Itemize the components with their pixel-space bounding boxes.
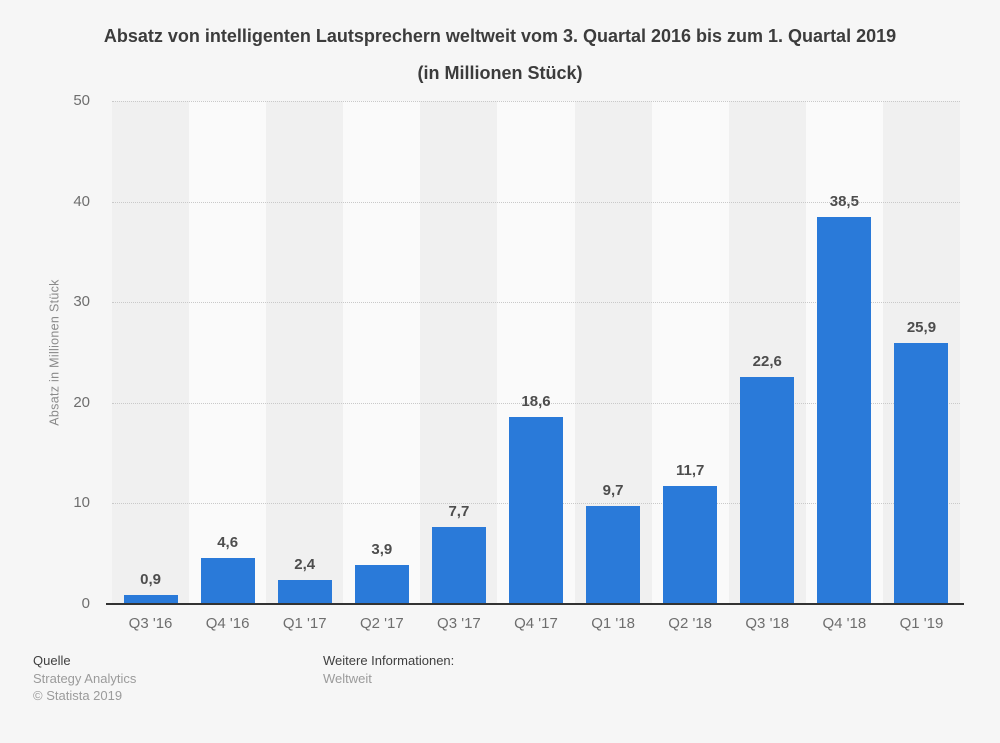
gridline [112,302,960,304]
y-axis-tick-labels: 0 10 20 30 40 50 [0,93,90,612]
plot-area: 0,9 4,6 2,4 3,9 7,7 18,6 9,7 11,7 22,6 38,5 25,9 [112,101,960,604]
x-tick-label: Q3 '18 [745,615,790,632]
x-tick-label: Q3 '16 [128,615,173,632]
bar-Q1 '18 [586,506,641,604]
bar-value-label: 9,7 [602,482,624,500]
plot-band [112,101,190,604]
plot-band [343,101,421,604]
bar-value-label: 0,9 [140,570,161,588]
x-tick-label: Q1 '17 [282,615,327,632]
plot-band [266,101,344,604]
bar-value-label: 2,4 [294,555,316,573]
y-tick-label: 10 [73,494,90,512]
bar-value-label: 25,9 [906,319,937,337]
bar-Q4 '18 [817,216,872,604]
bar-Q1 '17 [277,579,332,604]
y-tick-label: 40 [73,192,90,210]
footer-source-block: Quelle Strategy Analytics © Statista 201… [33,652,136,705]
chart-title: Absatz von intelligenten Lautsprechern w… [103,26,897,83]
y-tick-label: 0 [81,595,90,612]
x-tick-label: Q1 '19 [899,615,944,632]
source-name: Strategy Analytics [33,670,137,686]
plot-band [189,101,267,604]
bar-Q2 '17 [354,564,409,604]
x-axis-baseline [106,603,964,605]
x-tick-label: Q3 '17 [437,615,481,632]
bar-Q4 '17 [509,416,563,604]
bar-Q1 '19 [894,343,949,604]
info-label: Weitere Informationen: [323,653,455,668]
y-tick-label: 50 [73,92,90,109]
bar-value-label: 7,7 [448,502,470,520]
bar-Q3 '17 [431,526,486,604]
x-tick-label: Q2 '17 [359,615,404,632]
plot-band [420,101,498,604]
bar-Q3 '16 [123,594,178,604]
gridline [112,402,960,404]
x-axis-tick-labels: Q3 '16 Q4 '16 Q1 '17 Q2 '17 Q3 '17 Q4 '17 Q1 '… [112,615,960,637]
y-tick-label: 20 [73,393,90,411]
bar-value-label: 4,6 [217,533,239,551]
bar-Q4 '16 [200,557,255,604]
footer-info-block: Weitere Informationen: Weltweit [323,652,454,687]
source-label: Quelle [33,653,71,668]
gridline [112,101,960,102]
bar-Q2 '18 [663,486,718,604]
x-tick-label: Q4 '17 [514,615,558,632]
info-value: Weltweit [323,670,372,686]
bar-value-label: 22,6 [752,352,782,370]
bar-value-label: 11,7 [675,462,705,480]
y-tick-label: 30 [73,293,90,311]
x-tick-label: Q4 '16 [205,615,250,632]
x-tick-label: Q4 '18 [822,615,867,632]
bar-Q3 '18 [740,376,795,604]
x-tick-label: Q1 '18 [591,615,635,632]
copyright-notice: © Statista 2019 [33,688,123,703]
x-tick-label: Q2 '18 [668,615,713,632]
bar-value-label: 18,6 [521,392,551,410]
bar-value-label: 3,9 [371,540,393,558]
bar-value-label: 38,5 [829,192,859,210]
gridline [112,201,960,203]
